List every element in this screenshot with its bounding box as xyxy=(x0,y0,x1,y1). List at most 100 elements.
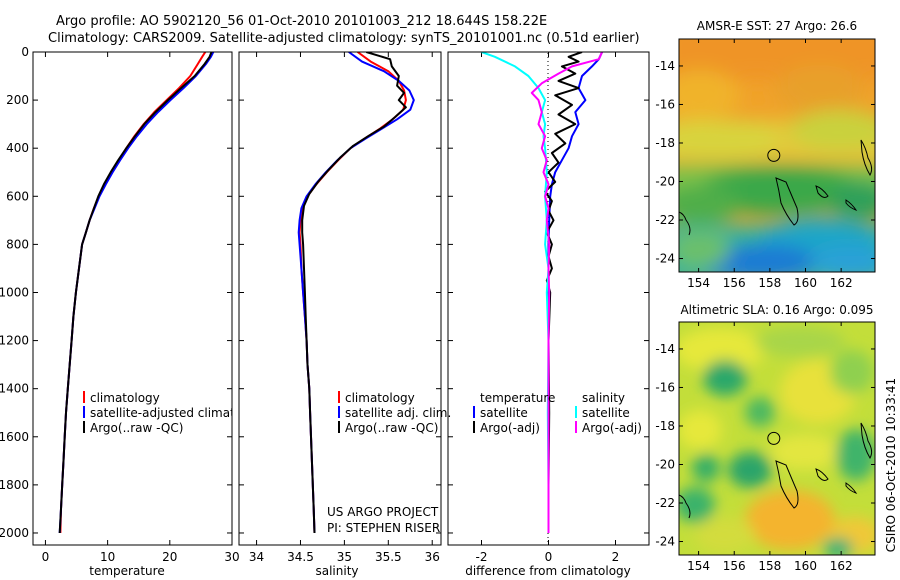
x-tick-label: 10 xyxy=(100,550,115,564)
y-tick-label: 0 xyxy=(21,45,29,59)
series-line-satellite-adjusted-climatology xyxy=(58,52,215,534)
y-tick-label: 1600 xyxy=(0,430,29,444)
sst-heatmap xyxy=(679,39,875,272)
series-line-argo-raw-qc xyxy=(301,52,407,534)
sla-profile-marker xyxy=(767,431,781,445)
difference-axis-ticks: -2 0 2 xyxy=(448,51,649,564)
x-tick-label: 34.5 xyxy=(287,550,314,564)
salinity-panel-frame xyxy=(238,51,442,546)
legend-label-argo: Argo(..raw -QC) xyxy=(90,421,183,435)
map-x-tick-label: 162 xyxy=(830,559,853,573)
sst-map-ticks: 154 156 158 160 162 -14 -16 -18 -20 -22 -24 xyxy=(655,39,875,290)
x-tick-label: 35.5 xyxy=(375,550,402,564)
legend-label-climatology: climatology xyxy=(90,391,160,405)
temperature-axis-ticks: 0 10 20 30 0 200 400 600 800 1000 1200 1400 1600 1800… xyxy=(0,45,240,564)
sla-map-title: Altimetric SLA: 0.16 Argo: 0.095 xyxy=(680,303,873,317)
legend-header-temperature: temperature xyxy=(480,391,555,405)
salinity-legend: climatology satellite adj. clim. Argo(..… xyxy=(338,391,451,435)
sla-map-frame xyxy=(678,321,876,556)
difference-legend: temperature salinity satellite Argo(-adj… xyxy=(473,391,642,435)
legend-label-sal-satellite: satellite xyxy=(582,406,630,420)
map-x-tick-label: 160 xyxy=(794,276,817,290)
y-tick-label: 400 xyxy=(6,141,29,155)
map-x-tick-label: 162 xyxy=(830,276,853,290)
x-tick-label: 36 xyxy=(425,550,440,564)
temperature-xlabel: temperature xyxy=(89,564,164,578)
x-tick-label: 2 xyxy=(612,550,620,564)
map-y-tick-label: -22 xyxy=(655,213,675,227)
map-x-tick-label: 158 xyxy=(758,276,781,290)
difference-panel-frame xyxy=(447,51,650,546)
map-x-tick-label: 154 xyxy=(687,559,710,573)
series-line-argo-adj-temperature xyxy=(544,52,583,533)
sst-coastlines xyxy=(679,139,873,236)
y-tick-label: 600 xyxy=(6,189,29,203)
map-y-tick-label: -22 xyxy=(655,496,675,510)
y-tick-label: 200 xyxy=(6,93,29,107)
map-x-tick-label: 158 xyxy=(758,559,781,573)
credit-timestamp: CSIRO 06-Oct-2010 10:33:41 xyxy=(884,378,898,552)
sla-heatmap xyxy=(679,322,875,555)
temperature-panel: 0 10 20 30 0 200 400 600 800 1000 1200 1400 1600 1800… xyxy=(0,45,268,578)
legend-header-salinity: salinity xyxy=(582,391,625,405)
y-tick-label: 800 xyxy=(6,237,29,251)
salinity-panel: 34 34.5 35 35.5 36 salinity climatology sate… xyxy=(238,51,451,578)
figure-title-line2: Climatology: CARS2009. Satellite-adjuste… xyxy=(48,31,640,46)
x-tick-label: 30 xyxy=(224,550,239,564)
series-line-climatology xyxy=(59,52,207,534)
map-y-tick-label: -24 xyxy=(655,535,675,549)
map-y-tick-label: -20 xyxy=(655,174,675,188)
map-y-tick-label: -16 xyxy=(655,380,675,394)
salinity-xlabel: salinity xyxy=(315,564,358,578)
y-tick-label: 1200 xyxy=(0,334,29,348)
map-y-tick-label: -16 xyxy=(655,97,675,111)
difference-xlabel: difference from climatology xyxy=(465,564,631,578)
sst-map-frame xyxy=(678,38,876,273)
map-y-tick-label: -20 xyxy=(655,457,675,471)
sla-map-panel: Altimetric SLA: 0.16 Argo: 0.095 xyxy=(655,303,876,573)
y-tick-label: 1800 xyxy=(0,478,29,492)
sst-profile-marker xyxy=(767,148,781,162)
legend-label-satellite-adj: satellite adj. clim. xyxy=(345,406,451,420)
salinity-axis-ticks: 34 34.5 35 35.5 36 xyxy=(239,51,441,564)
y-tick-label: 2000 xyxy=(0,526,29,540)
map-y-tick-label: -18 xyxy=(655,136,675,150)
series-line-argo-raw-qc xyxy=(58,52,213,534)
series-line-satellite-adj-clim xyxy=(297,52,415,534)
legend-label-satellite-adjusted: satellite-adjusted climatology xyxy=(90,406,268,420)
map-y-tick-label: -24 xyxy=(655,252,675,266)
x-tick-label: 20 xyxy=(162,550,177,564)
map-y-tick-label: -18 xyxy=(655,419,675,433)
x-tick-label: -2 xyxy=(476,550,488,564)
legend-label-argo: Argo(..raw -QC) xyxy=(345,421,438,435)
temperature-series xyxy=(58,52,215,534)
legend-label-sal-argo: Argo(-adj) xyxy=(582,421,642,435)
x-tick-label: 0 xyxy=(545,550,553,564)
x-tick-label: 35 xyxy=(337,550,352,564)
y-tick-label: 1000 xyxy=(0,285,29,299)
series-line-argo-adj-salinity xyxy=(530,52,604,533)
difference-series xyxy=(481,52,604,533)
x-tick-label: 0 xyxy=(42,550,50,564)
project-name: US ARGO PROJECT xyxy=(327,505,439,519)
salinity-series xyxy=(297,52,415,534)
sst-map-panel: AMSR-E SST: 27 Argo: 26.6 xyxy=(655,19,876,290)
legend-label-temp-satellite: satellite xyxy=(480,406,528,420)
legend-label-climatology: climatology xyxy=(345,391,415,405)
map-x-tick-label: 156 xyxy=(723,559,746,573)
y-tick-label: 1400 xyxy=(0,382,29,396)
figure-title-line1: Argo profile: AO 5902120_56 01-Oct-2010 … xyxy=(56,14,547,29)
sla-map-ticks: 154 156 158 160 162 -14 -16 -18 -20 -22 -24 xyxy=(655,322,875,573)
legend-label-temp-argo: Argo(-adj) xyxy=(480,421,540,435)
x-tick-label: 34 xyxy=(249,550,264,564)
map-x-tick-label: 156 xyxy=(723,276,746,290)
temperature-legend: climatology satellite-adjusted climatolo… xyxy=(83,391,268,435)
sst-map-title: AMSR-E SST: 27 Argo: 26.6 xyxy=(697,19,857,33)
temperature-panel-frame xyxy=(32,51,233,546)
map-y-tick-label: -14 xyxy=(655,342,675,356)
difference-panel: -2 0 2 difference from climatology tempera… xyxy=(447,51,650,578)
map-y-tick-label: -14 xyxy=(655,59,675,73)
map-x-tick-label: 160 xyxy=(794,559,817,573)
sla-coastlines xyxy=(679,422,873,519)
